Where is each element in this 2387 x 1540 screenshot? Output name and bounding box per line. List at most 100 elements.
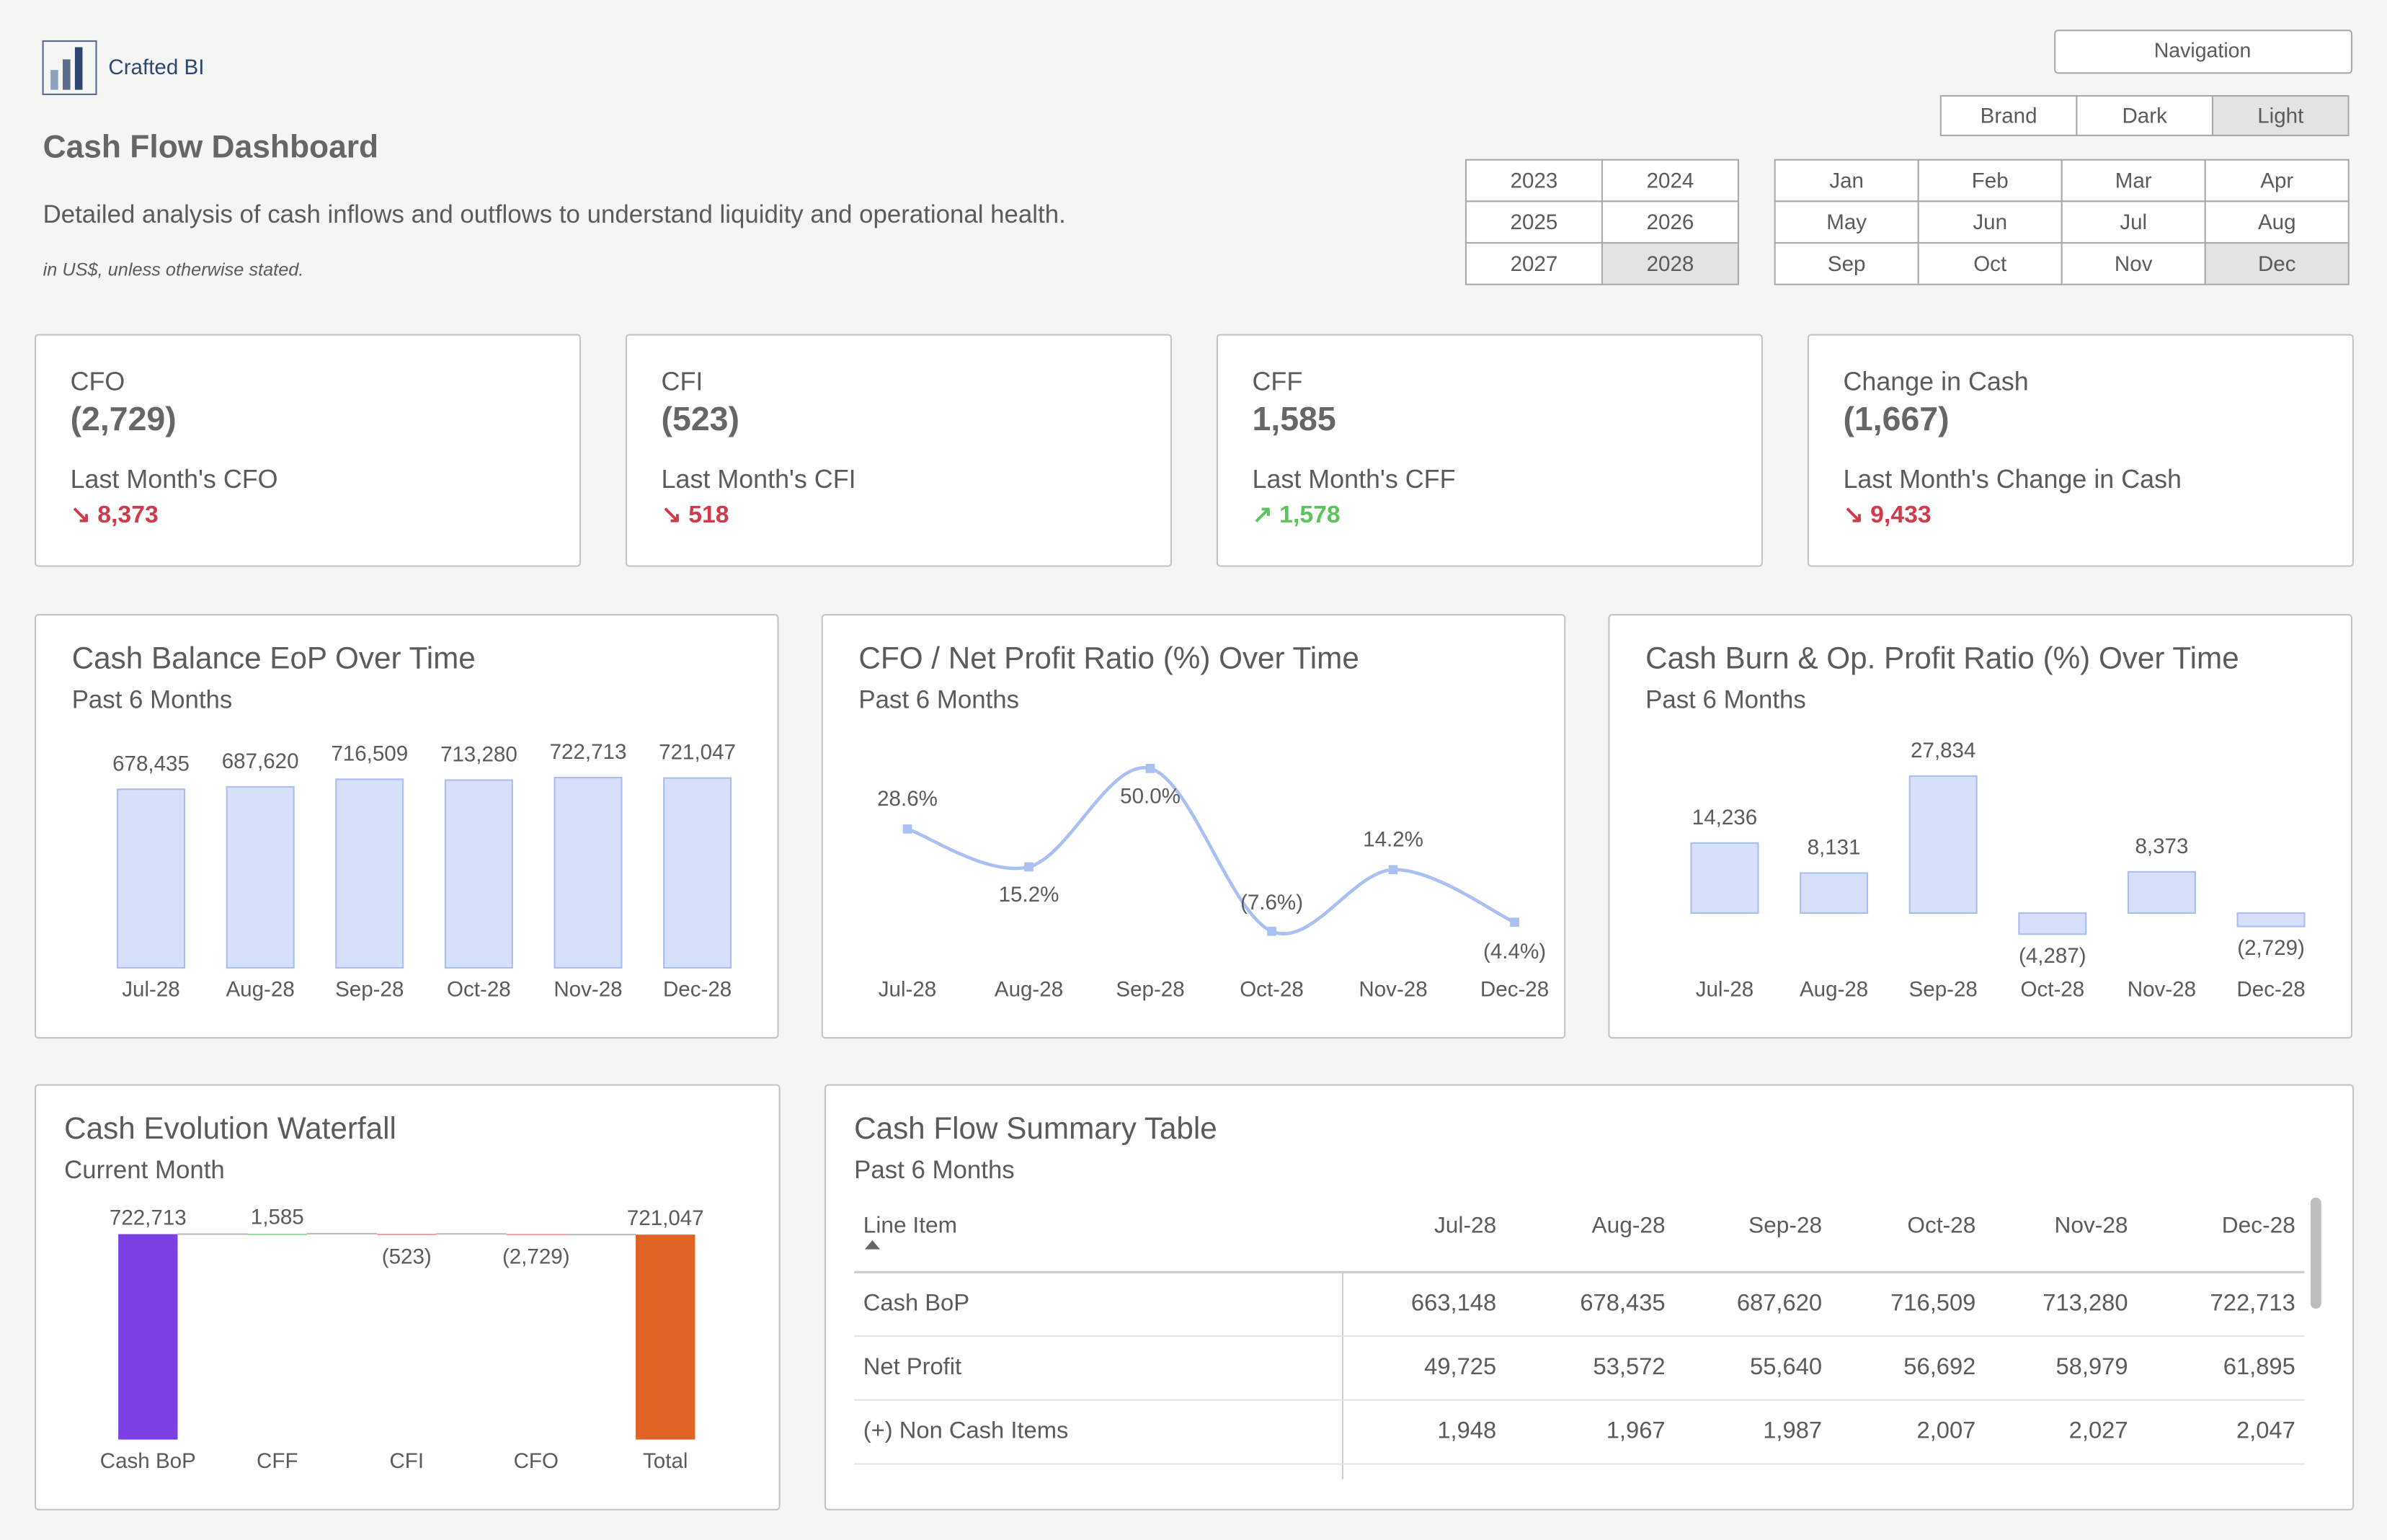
x-tick-label: Dec-28 [1480,978,1549,1002]
brand-name: Crafted BI [108,55,204,79]
year-label: 2028 [1647,252,1694,276]
month-label: Sep [1828,252,1866,276]
year-button[interactable] [1601,159,1740,202]
table-cell: 722,713 [2210,1288,2295,1315]
year-button[interactable] [1464,241,1604,285]
chart-subtitle: Past 6 Months [858,686,1019,714]
month-label: Mar [2115,169,2152,192]
year-label: 2023 [1511,169,1558,192]
data-label: (4.4%) [1483,940,1546,963]
bar [335,778,404,969]
table-cell: 58,979 [2055,1353,2128,1379]
theme-button[interactable] [1939,94,2078,136]
point [902,824,912,834]
table-cell: 1,948 [1437,1417,1496,1443]
theme-button[interactable] [2076,94,2214,136]
month-button[interactable] [1917,241,2063,285]
table-subtitle: Past 6 Months [854,1156,1015,1184]
kpi-change: ↘ 518 [662,501,729,528]
point [1024,862,1034,872]
chart-title: Cash Evolution Waterfall [64,1111,396,1145]
scrollbar[interactable] [2310,1197,2321,1309]
month-label: Dec [2258,252,2296,276]
column-header: Oct-28 [1907,1211,1975,1237]
month-button[interactable] [1774,241,1919,285]
month-label: Nov [2115,252,2153,276]
kpi-value: (2,729) [71,400,177,437]
kpi-subtitle: Last Month's CFO [71,465,278,494]
year-button[interactable] [1601,200,1740,244]
month-button[interactable] [2204,159,2350,202]
table-cell: 1,967 [1606,1417,1666,1443]
table-cell: 663,148 [1411,1288,1496,1315]
data-label: (2,729) [2237,936,2305,960]
chart-subtitle: Current Month [64,1156,225,1184]
data-label: (2,729) [502,1245,570,1269]
month-label: Oct [1973,252,2006,276]
table-cell: 716,509 [1890,1288,1975,1315]
point [1388,865,1398,875]
kpi-title: CFF [1253,368,1303,396]
navigation-button[interactable] [2054,30,2353,74]
chart-subtitle: Past 6 Months [72,686,233,714]
x-tick-label: Aug-28 [995,978,1063,1002]
card [1807,334,2354,567]
month-button[interactable] [1917,159,2063,202]
bar [1690,842,1759,914]
x-tick-label: Nov-28 [2128,978,2196,1002]
month-button[interactable] [1774,159,1919,202]
month-button[interactable] [2204,200,2350,244]
x-tick-label: Jul-28 [879,978,936,1002]
x-tick-label: Total [643,1449,688,1473]
data-label: 15.2% [999,883,1059,907]
card [34,1084,781,1510]
data-label: 713,280 [440,743,517,767]
column-header: Line Item [863,1211,957,1237]
x-tick-label: Oct-28 [2020,978,2084,1002]
column-header: Dec-28 [2222,1211,2295,1237]
column-header: Sep-28 [1748,1211,1822,1237]
month-label: Jul [2120,210,2147,234]
x-tick-label: Nov-28 [554,978,622,1002]
x-tick-label: Cash BoP [100,1449,196,1473]
data-label: 8,131 [1808,836,1861,860]
point [1510,917,1519,927]
month-button[interactable] [2061,241,2206,285]
bar [2018,912,2087,935]
bar [1800,872,1869,914]
kpi-subtitle: Last Month's Change in Cash [1843,465,2182,494]
card [1216,334,1763,567]
month-label: Aug [2258,210,2296,234]
card [821,614,1566,1039]
x-tick-label: Oct-28 [447,978,511,1002]
kpi-subtitle: Last Month's CFF [1253,465,1456,494]
theme-button[interactable] [2211,94,2350,136]
data-label: 27,834 [1911,739,1975,762]
year-label: 2026 [1647,210,1694,234]
year-label: 2024 [1647,169,1694,192]
x-tick-label: Oct-28 [1240,978,1304,1002]
year-label: 2027 [1511,252,1558,276]
data-label: 8,373 [2135,834,2188,858]
navigation-label: Navigation [2154,39,2252,62]
data-label: 721,047 [627,1206,704,1230]
month-button[interactable] [2204,241,2350,285]
card [824,1084,2355,1510]
description: Detailed analysis of cash inflows and ou… [43,200,1066,228]
data-label: 50.0% [1120,784,1181,808]
table-cell: 678,435 [1580,1288,1665,1315]
bar [444,779,513,969]
data-label: 1,585 [251,1206,304,1229]
year-button[interactable] [1601,241,1740,285]
kpi-value: 1,585 [1253,400,1336,437]
chart-subtitle: Past 6 Months [1645,686,1806,714]
bar [377,1233,437,1236]
theme-label: Light [2257,104,2303,128]
data-label: (7.6%) [1240,891,1303,914]
data-label: 716,509 [331,742,408,765]
x-tick-label: CFI [389,1449,424,1473]
bar [247,1233,307,1236]
month-label: Feb [1972,169,2009,192]
card [34,334,582,567]
